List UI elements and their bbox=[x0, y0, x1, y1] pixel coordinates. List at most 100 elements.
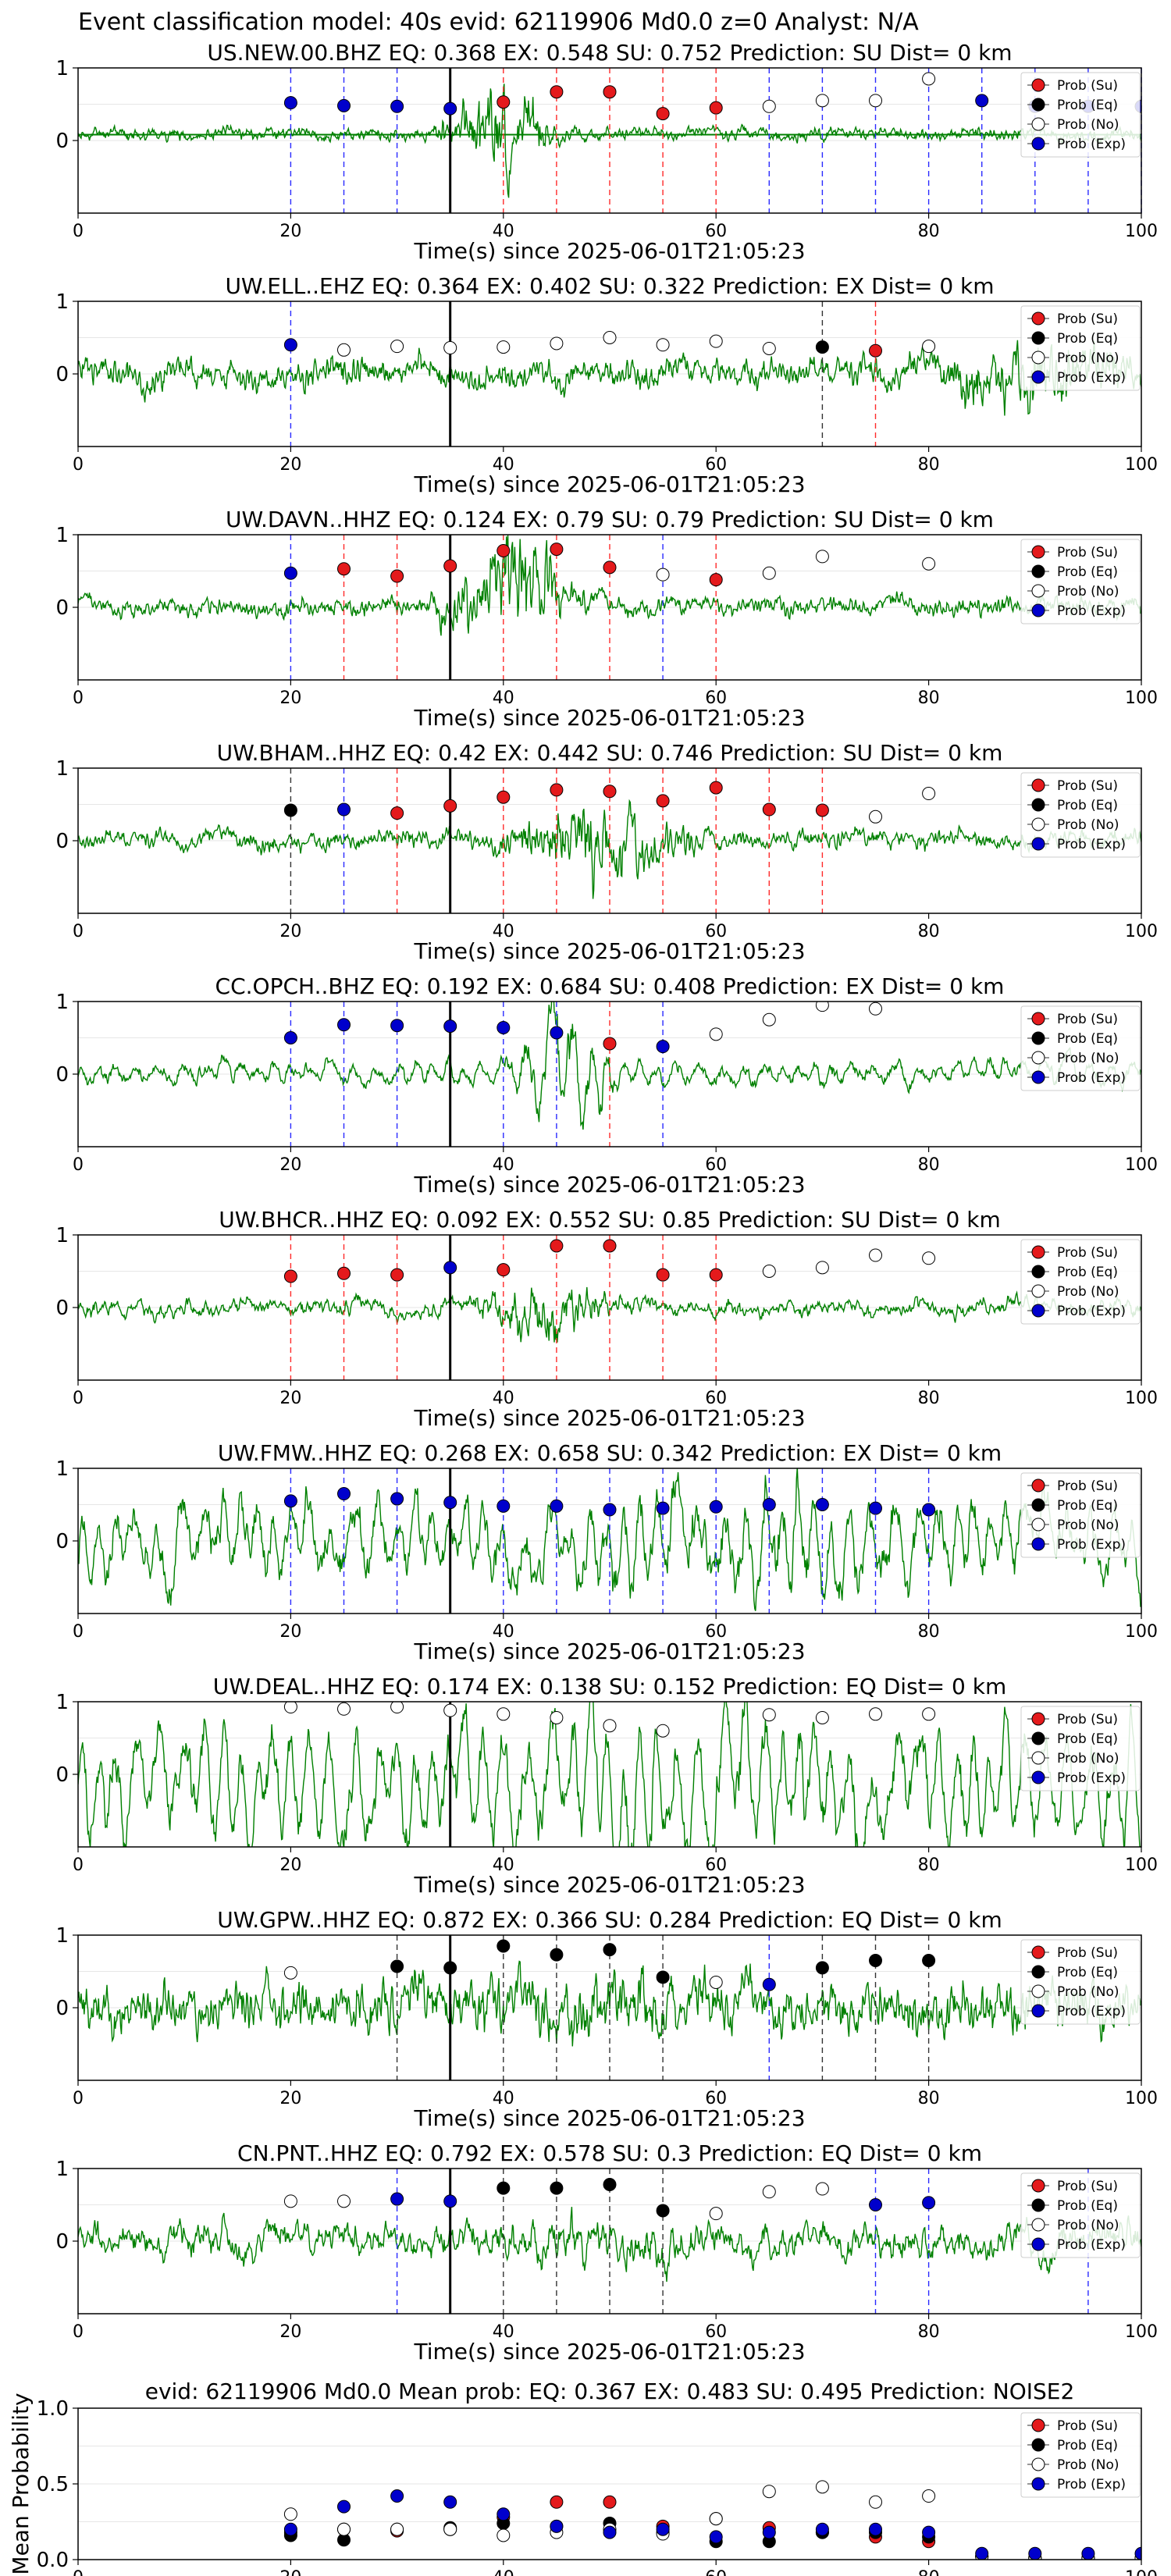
seismic-trace bbox=[78, 1286, 1141, 1343]
x-tick-label: 60 bbox=[705, 2089, 727, 2108]
legend-marker-no bbox=[1031, 2218, 1045, 2232]
x-tick-label: 60 bbox=[705, 1155, 727, 1175]
prob-point-su bbox=[869, 343, 882, 358]
prob-point-no bbox=[656, 568, 670, 582]
legend-box bbox=[1020, 1472, 1141, 1558]
x-tick-label: 60 bbox=[705, 1389, 727, 1408]
y-tick-label: 1.0 bbox=[37, 2397, 69, 2421]
legend-marker-exp bbox=[1031, 2237, 1045, 2251]
x-tick-label: 0 bbox=[73, 2568, 84, 2576]
mean-prob-point-exp bbox=[656, 2522, 670, 2536]
mean-prob-point-exp bbox=[1134, 2546, 1141, 2560]
legend-label: Prob (No) bbox=[1057, 350, 1119, 366]
legend-box bbox=[1020, 305, 1141, 391]
mean-prob-point-no bbox=[443, 2522, 457, 2536]
prob-point-no bbox=[815, 94, 829, 108]
mean-prob-point-exp bbox=[815, 2522, 829, 2536]
prob-point-exp bbox=[815, 1498, 829, 1511]
chart-panel-6: UW.BHCR..HHZ EQ: 0.092 EX: 0.552 SU: 0.8… bbox=[55, 1207, 1158, 1431]
prob-point-eq bbox=[443, 1961, 457, 1975]
mean-prob-point-exp bbox=[337, 2500, 351, 2514]
mean-prob-point-no bbox=[762, 2485, 776, 2499]
legend-marker-no bbox=[1031, 1984, 1045, 1998]
prob-point-eq bbox=[603, 1943, 617, 1957]
legend-label: Prob (Su) bbox=[1057, 1012, 1118, 1027]
x-tick-label: 60 bbox=[705, 222, 727, 241]
chart-panel-11: evid: 62119906 Md0.0 Mean prob: EQ: 0.36… bbox=[8, 2379, 1158, 2576]
legend-marker-no bbox=[1031, 1284, 1045, 1298]
legend-marker-no bbox=[1031, 350, 1045, 365]
legend-label: Prob (Su) bbox=[1057, 778, 1118, 794]
prob-point-exp bbox=[550, 1026, 564, 1040]
x-tick-label: 60 bbox=[705, 688, 727, 708]
prob-point-no bbox=[603, 1719, 617, 1733]
x-tick-label: 100 bbox=[1125, 2322, 1158, 2342]
x-tick-label: 80 bbox=[918, 1155, 940, 1175]
prob-point-no bbox=[443, 1703, 457, 1717]
prob-point-exp bbox=[443, 1019, 457, 1034]
mean-prob-point-exp bbox=[283, 2522, 297, 2536]
legend-label: Prob (Exp) bbox=[1057, 1304, 1126, 1319]
mean-prob-point-no bbox=[869, 2495, 882, 2509]
x-tick-label: 100 bbox=[1125, 1155, 1158, 1175]
legend-label: Prob (Su) bbox=[1057, 78, 1118, 94]
prob-point-exp bbox=[283, 1031, 297, 1044]
y-tick-label: 0 bbox=[55, 596, 69, 620]
legend-label: Prob (No) bbox=[1057, 117, 1119, 133]
legend-label: Prob (Eq) bbox=[1057, 2198, 1118, 2214]
prob-point-no bbox=[497, 340, 511, 354]
legend-marker-eq bbox=[1031, 564, 1045, 578]
legend-marker-su bbox=[1031, 1945, 1045, 1959]
prob-point-eq bbox=[603, 2177, 617, 2191]
prob-point-su bbox=[762, 802, 776, 817]
prob-point-no bbox=[869, 1002, 882, 1016]
x-tick-label: 80 bbox=[918, 688, 940, 708]
panel-title: CC.OPCH..BHZ EQ: 0.192 EX: 0.684 SU: 0.4… bbox=[215, 973, 1005, 999]
x-tick-label: 80 bbox=[918, 2568, 940, 2576]
panel-title: UW.BHCR..HHZ EQ: 0.092 EX: 0.552 SU: 0.8… bbox=[219, 1207, 1000, 1233]
legend-label: Prob (Exp) bbox=[1057, 137, 1126, 152]
prob-point-eq bbox=[497, 2181, 511, 2195]
prob-point-exp bbox=[497, 1020, 511, 1034]
prob-point-no bbox=[869, 1707, 882, 1721]
prob-point-exp bbox=[443, 101, 457, 116]
panel-title: UW.FMW..HHZ EQ: 0.268 EX: 0.658 SU: 0.34… bbox=[218, 1440, 1002, 1466]
x-tick-label: 100 bbox=[1125, 222, 1158, 241]
prob-point-eq bbox=[815, 1961, 829, 1975]
prob-point-no bbox=[762, 341, 776, 355]
x-tick-label: 40 bbox=[493, 2089, 514, 2108]
prob-point-su bbox=[337, 1266, 351, 1280]
prob-point-exp bbox=[283, 338, 297, 352]
x-tick-label: 100 bbox=[1125, 1389, 1158, 1408]
legend-box bbox=[1020, 2172, 1141, 2258]
prob-point-no bbox=[337, 343, 351, 357]
prob-point-no bbox=[283, 1702, 297, 1714]
legend-box bbox=[1020, 1239, 1141, 1325]
prob-point-su bbox=[550, 85, 564, 99]
mean-prob-point-exp bbox=[922, 2525, 936, 2539]
seismic-trace bbox=[78, 340, 1141, 416]
y-tick-label: 1 bbox=[55, 57, 69, 80]
prob-point-exp bbox=[283, 1494, 297, 1508]
prob-point-no bbox=[922, 340, 936, 354]
prob-point-exp bbox=[283, 96, 297, 110]
x-tick-label: 0 bbox=[73, 222, 84, 241]
x-tick-label: 0 bbox=[73, 1622, 84, 1642]
prob-point-no bbox=[815, 1261, 829, 1275]
legend-box bbox=[1020, 1706, 1141, 1791]
prob-point-su bbox=[656, 107, 670, 121]
x-tick-label: 100 bbox=[1125, 688, 1158, 708]
legend-marker-eq bbox=[1031, 331, 1045, 345]
legend-label: Prob (Eq) bbox=[1057, 2438, 1118, 2453]
prob-point-exp bbox=[656, 1501, 670, 1515]
x-tick-label: 40 bbox=[493, 1622, 514, 1642]
prob-point-eq bbox=[656, 2204, 670, 2218]
x-tick-label: 100 bbox=[1125, 922, 1158, 941]
x-tick-label: 40 bbox=[493, 688, 514, 708]
y-tick-label: 0 bbox=[55, 1297, 69, 1320]
prob-point-su bbox=[443, 559, 457, 573]
panel-title: UW.BHAM..HHZ EQ: 0.42 EX: 0.442 SU: 0.74… bbox=[217, 740, 1003, 766]
x-tick-label: 40 bbox=[493, 222, 514, 241]
prob-point-su bbox=[656, 1268, 670, 1282]
legend-label: Prob (Exp) bbox=[1057, 2477, 1126, 2492]
